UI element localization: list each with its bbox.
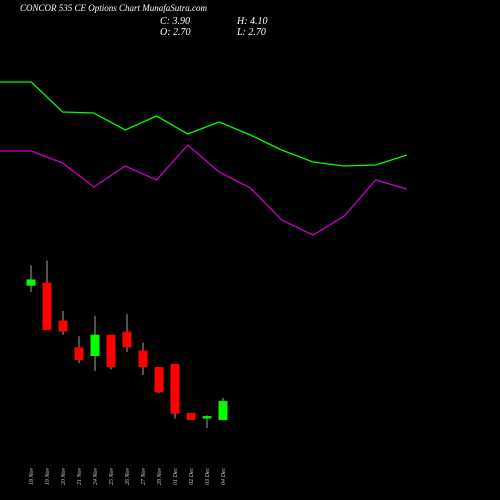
candle-body xyxy=(74,347,84,360)
candle-body xyxy=(138,350,148,368)
x-tick-label: 24 Nov xyxy=(92,467,99,485)
candle-body xyxy=(106,334,116,368)
chart-title: CONCOR 535 CE Options Chart MunafaSutra.… xyxy=(20,3,208,13)
candle-body xyxy=(58,320,68,332)
x-tick-label: 02 Dec xyxy=(189,468,195,485)
candle-body xyxy=(26,279,36,286)
x-tick-label: 01 Dec xyxy=(173,468,179,485)
open-label: O: 2.70 xyxy=(160,27,191,38)
candle-body xyxy=(42,282,52,330)
ma-line xyxy=(0,81,408,167)
x-tick-label: 26 Nov xyxy=(125,467,131,485)
x-tick-label: 27 Nov xyxy=(141,467,147,485)
candle-body xyxy=(186,412,196,421)
candle-body xyxy=(218,401,228,421)
candle-body xyxy=(154,367,164,393)
x-tick-label: 18 Nov xyxy=(29,467,35,485)
candle-body xyxy=(202,416,212,419)
x-tick-label: 19 Nov xyxy=(45,467,51,485)
candle-body xyxy=(122,331,132,348)
x-tick-label: 04 Dec xyxy=(220,468,227,485)
candle-body xyxy=(170,363,180,414)
low-label: L: 2.70 xyxy=(236,27,266,38)
x-tick-label: 20 Nov xyxy=(61,467,67,485)
x-tick-label: 21 Nov xyxy=(77,467,83,485)
ma-line xyxy=(0,144,408,236)
x-tick-label: 25 Nov xyxy=(109,467,115,485)
x-tick-label: 03 Dec xyxy=(205,468,211,485)
high-label: H: 4.10 xyxy=(236,16,268,27)
candle-body xyxy=(90,334,100,357)
x-tick-label: 28 Nov xyxy=(157,467,163,485)
close-label: C: 3.90 xyxy=(160,16,190,27)
